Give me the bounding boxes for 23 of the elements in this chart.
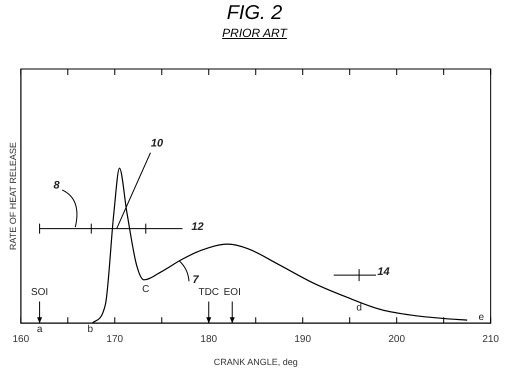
y-axis-title: RATE OF HEAT RELEASE bbox=[8, 142, 18, 250]
x-tick-label: 200 bbox=[388, 334, 406, 345]
x-axis-title: CRANK ANGLE, deg bbox=[214, 357, 298, 368]
annotation: C bbox=[142, 284, 150, 295]
annotation: TDC bbox=[198, 286, 220, 298]
chart-subtitle: PRIOR ART bbox=[222, 26, 287, 40]
annotation: EOI bbox=[224, 286, 241, 298]
annotation: 12 bbox=[191, 221, 204, 234]
x-tick-label: 210 bbox=[482, 334, 500, 345]
text: 10 bbox=[150, 137, 164, 150]
x-tick-label: 190 bbox=[294, 334, 312, 345]
x-tick-label: 170 bbox=[106, 334, 124, 345]
text: a bbox=[36, 324, 43, 335]
annotation: SOI bbox=[30, 286, 48, 298]
annotation: e bbox=[478, 312, 484, 323]
annotation: 14 bbox=[377, 266, 390, 278]
annotation: d bbox=[356, 302, 362, 314]
x-tick-label: 160 bbox=[12, 334, 30, 345]
text: b bbox=[88, 324, 94, 335]
annotation: 8 bbox=[53, 179, 60, 192]
x-tick-label: 180 bbox=[200, 334, 218, 345]
chart-title: FIG. 2 bbox=[226, 2, 284, 25]
annotation: 7 bbox=[192, 274, 200, 286]
